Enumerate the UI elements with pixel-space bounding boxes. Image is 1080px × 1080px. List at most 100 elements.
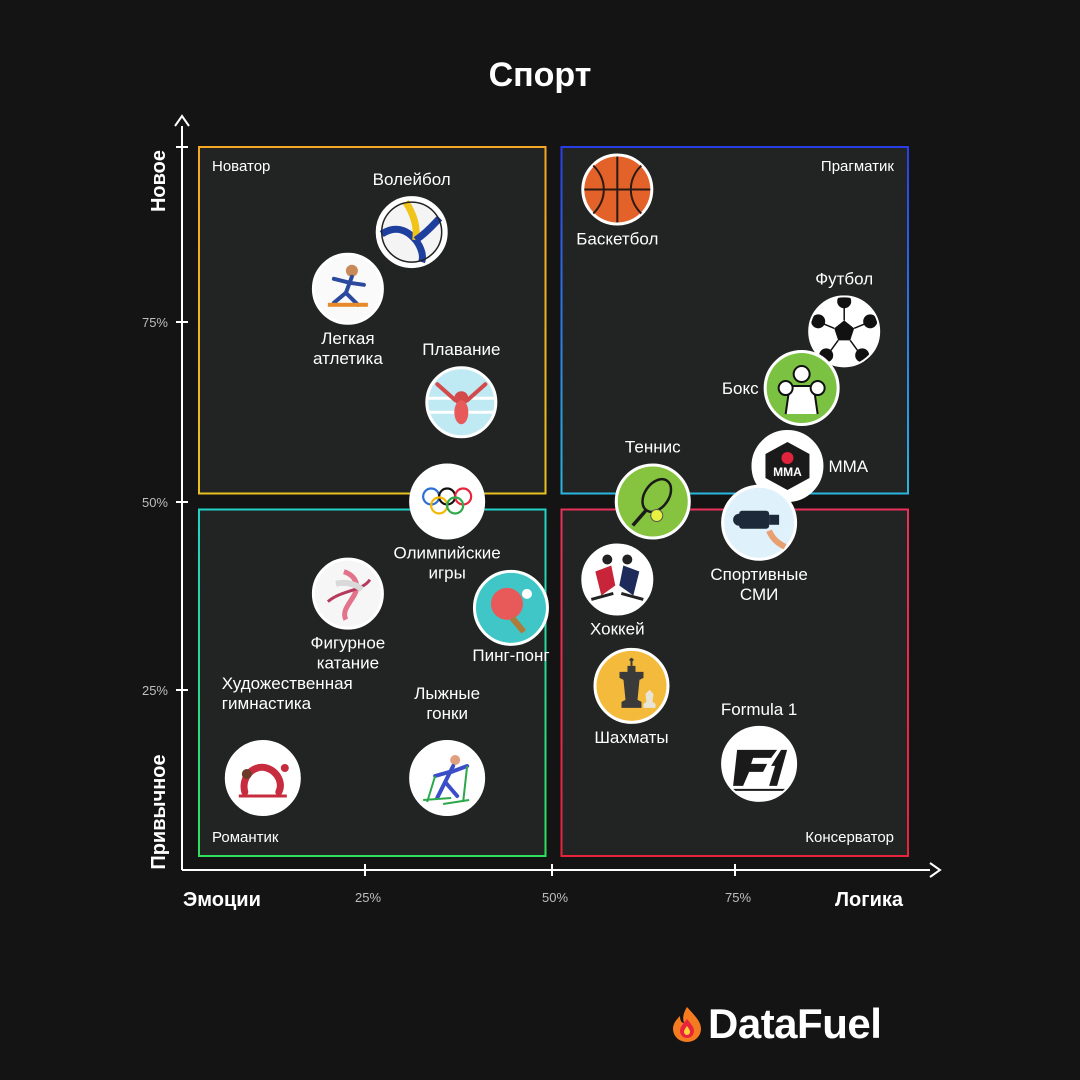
point-boxing: Бокс xyxy=(722,350,840,427)
point-label: Плавание xyxy=(422,340,500,359)
point-hockey: Хоккей xyxy=(581,543,654,638)
quadrant-box xyxy=(198,146,547,495)
point-figure-skating: Фигурное катание xyxy=(311,557,386,673)
point-label: Бокс xyxy=(722,379,759,398)
point-label-line: Баскетбол xyxy=(576,230,658,249)
gymnastics-icon xyxy=(227,743,298,814)
quadrant-novator: Новатор xyxy=(198,146,547,495)
point-label-line: гимнастика xyxy=(222,694,312,713)
point-label: Футбол xyxy=(815,269,873,288)
tennis-icon xyxy=(617,466,688,537)
point-ring xyxy=(593,647,670,724)
point-swimming: Плавание xyxy=(422,340,500,439)
point-ring xyxy=(763,350,840,427)
point-ping-pong: Пинг-понг xyxy=(472,569,550,665)
point-skiing: Лыжные гонки xyxy=(409,684,486,817)
x-axis-label-left: Эмоции xyxy=(183,889,261,911)
y-axis-arrow-icon xyxy=(174,114,190,127)
brand-name: DataFuel xyxy=(708,1000,882,1047)
olympic-rings-icon xyxy=(412,466,483,537)
point-label-line: Олимпийские xyxy=(394,544,501,563)
point-ring xyxy=(721,725,798,802)
point-label-line: Плавание xyxy=(422,340,500,359)
point-formula1: Formula 1 xyxy=(721,700,798,802)
skiing-icon xyxy=(412,743,483,814)
chess-icon xyxy=(596,650,667,721)
point-ring xyxy=(311,557,384,630)
point-label-line: СМИ xyxy=(740,585,778,604)
figure-skating-icon xyxy=(314,560,381,627)
point-label: MMA xyxy=(828,457,868,476)
point-label-line: игры xyxy=(428,564,465,583)
point-label-line: Футбол xyxy=(815,269,873,288)
point-label-line: гонки xyxy=(426,704,468,723)
point-label-line: Спортивные xyxy=(710,565,807,584)
point-label: Пинг-понг xyxy=(472,646,549,665)
quadrant-label: Прагматик xyxy=(821,158,895,175)
point-camera: Спортивные СМИ xyxy=(710,484,808,604)
chart-title: Спорт xyxy=(489,56,592,94)
point-label: Художественная гимнастика xyxy=(222,674,353,713)
point-basketball: Баскетбол xyxy=(576,153,658,249)
point-label-line: Пинг-понг xyxy=(472,646,549,665)
point-ring xyxy=(472,569,549,646)
point-label: Шахматы xyxy=(594,728,668,747)
point-tennis: Теннис xyxy=(614,438,691,540)
point-label: Олимпийские игры xyxy=(394,544,501,583)
point-label-line: Бокс xyxy=(722,379,759,398)
point-label: Formula 1 xyxy=(721,700,798,719)
y-axis-label-bottom: Привычное xyxy=(148,754,170,869)
point-label-line: Фигурное xyxy=(311,634,386,653)
point-ring xyxy=(808,295,881,368)
point-ring xyxy=(409,463,486,540)
x-axis-label-right: Логика xyxy=(835,889,904,911)
point-label: Лыжные гонки xyxy=(414,684,480,723)
point-ring xyxy=(721,484,798,561)
point-gymnastics: Художественная гимнастика xyxy=(222,674,353,817)
point-ring xyxy=(311,252,384,325)
point-label-line: Лыжные xyxy=(414,684,480,703)
x-tick-label: 25% xyxy=(355,890,381,905)
point-label-line: Шахматы xyxy=(594,728,668,747)
point-ring xyxy=(375,196,448,269)
point-label-line: катание xyxy=(317,654,379,673)
point-label: Хоккей xyxy=(590,619,645,638)
ping-pong-icon xyxy=(475,572,546,643)
point-athletics: Легкая атлетика xyxy=(311,252,384,368)
football-icon xyxy=(811,294,878,365)
point-label-line: Теннис xyxy=(625,438,681,457)
point-ring xyxy=(409,740,486,817)
point-ring xyxy=(425,366,498,439)
camera-icon xyxy=(724,487,795,558)
point-label-line: атлетика xyxy=(313,349,383,368)
point-football: Футбол xyxy=(808,269,881,368)
point-label-line: Волейбол xyxy=(373,170,451,189)
quadrant-label: Романтик xyxy=(212,829,279,846)
swimming-icon xyxy=(428,369,495,436)
brand-logo: DataFuel xyxy=(672,1000,882,1048)
point-olympic-rings: Олимпийские игры xyxy=(394,463,501,583)
point-label: Легкая атлетика xyxy=(313,329,383,368)
basketball-icon xyxy=(584,156,651,223)
point-ring xyxy=(224,740,301,817)
point-label: Баскетбол xyxy=(576,230,658,249)
svg-text:MMA: MMA xyxy=(773,465,802,479)
y-tick-label: 25% xyxy=(142,683,168,698)
x-axis-arrow-icon xyxy=(929,862,942,878)
formula1-icon xyxy=(724,728,795,799)
point-label-line: MMA xyxy=(828,457,868,476)
boxing-icon xyxy=(766,353,837,424)
point-ring xyxy=(614,463,691,540)
quadrant-label: Новатор xyxy=(212,158,270,175)
point-label: Теннис xyxy=(625,438,681,457)
point-label-line: Легкая xyxy=(321,329,374,348)
x-tick-label: 50% xyxy=(542,890,568,905)
y-tick-label: 75% xyxy=(142,315,168,330)
flame-logo-icon xyxy=(673,1007,701,1042)
point-mma: MMA MMA xyxy=(751,430,869,503)
point-label-line: Formula 1 xyxy=(721,700,798,719)
athletics-icon xyxy=(314,255,381,322)
point-ring xyxy=(581,543,654,616)
mma-icon: MMA xyxy=(754,433,821,500)
